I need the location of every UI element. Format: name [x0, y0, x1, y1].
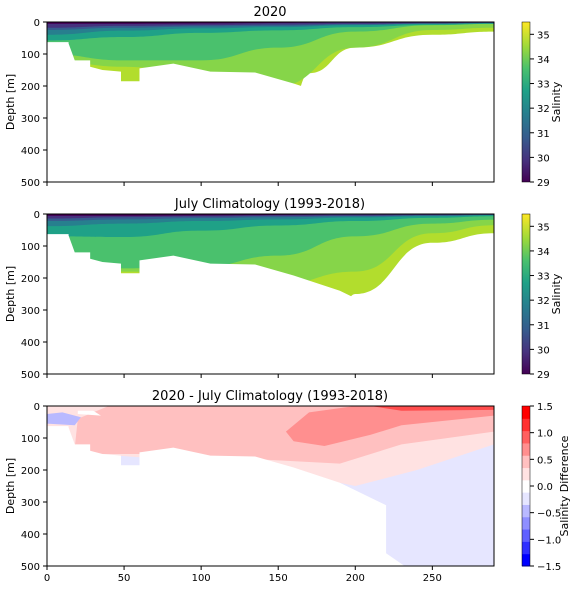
colorbar-step: [522, 516, 530, 530]
panel-july-climatology: July Climatology (1993-2018) 0 100 200 300 4…: [4, 197, 563, 381]
colorbar-step: [522, 529, 530, 542]
x-axis: [46, 182, 433, 186]
y-tick-label: 100: [21, 50, 40, 61]
y-axis: 0 100 200 300 400 500: [21, 210, 47, 381]
colorbar-ticks: 29 30 31 32 33 34 35: [530, 30, 550, 189]
colorbar-tick-label: 30: [537, 345, 550, 356]
x-tick-label: 250: [423, 573, 442, 584]
plot-frame: [46, 21, 495, 183]
colorbar-tick-label: −0.5: [537, 509, 561, 520]
colorbar-step: [522, 541, 530, 555]
colorbar-tick-label: 31: [537, 129, 550, 140]
y-tick-label: 300: [21, 306, 40, 317]
y-tick-label: 400: [21, 530, 40, 541]
x-tick-label: 200: [346, 573, 365, 584]
seabed-mask: [47, 42, 494, 182]
colorbar-tick-label: −1.0: [537, 535, 561, 546]
difference-band-3: [285, 406, 494, 446]
x-tick-label: 0: [44, 573, 50, 584]
x-axis: 0 50 100 150 200 250: [44, 566, 442, 584]
x-tick-label: 50: [118, 573, 131, 584]
x-axis: [46, 374, 433, 378]
difference-band-6: [77, 410, 101, 416]
salinity-field: [47, 22, 494, 182]
y-tick-label: 500: [21, 370, 40, 381]
colorbar-tick-label: 33: [537, 80, 550, 91]
y-axis-label: Depth [m]: [4, 74, 17, 130]
y-tick-label: 500: [21, 178, 40, 189]
colorbar-ticks: −1.5 −1.0 −0.5 0.0 0.5 1.0 1.5: [530, 402, 561, 573]
colorbar-tick-label: 29: [537, 370, 550, 381]
panel-2020: 2020 0 100 200 300 400 500 Depth [m] 29 30 31 32…: [4, 5, 563, 189]
y-tick-label: 200: [21, 466, 40, 477]
y-tick-label: 100: [21, 242, 40, 253]
difference-band-5: [47, 412, 81, 426]
colorbar-step: [522, 467, 530, 481]
colorbar-tick-label: 1.0: [537, 429, 553, 440]
y-tick-label: 0: [34, 210, 40, 221]
colorbar-tick-label: 0.0: [537, 482, 553, 493]
y-tick-label: 200: [21, 82, 40, 93]
y-tick-label: 0: [34, 18, 40, 29]
colorbar-tick-label: 33: [537, 272, 550, 283]
colorbar-label: Salinity Difference: [558, 435, 571, 536]
colorbar-label: Salinity: [550, 273, 563, 314]
colorbar-step: [522, 479, 530, 493]
x-tick-label: 150: [269, 573, 288, 584]
difference-field: [47, 406, 494, 566]
y-tick-label: 300: [21, 114, 40, 125]
colorbar: [521, 213, 531, 375]
y-tick-label: 200: [21, 274, 40, 285]
colorbar-tick-label: 34: [537, 55, 550, 66]
y-axis: 0 100 200 300 400 500: [21, 402, 47, 573]
colorbar-step: [522, 442, 530, 456]
colorbar-step: [522, 504, 530, 518]
colorbar: [522, 406, 530, 567]
seabed-mask: [47, 426, 494, 566]
colorbar-tick-label: 31: [537, 321, 550, 332]
colorbar-tick-label: 1.5: [537, 402, 553, 413]
colorbar-tick-label: 35: [537, 222, 550, 233]
colorbar-tick-label: 35: [537, 30, 550, 41]
y-axis: 0 100 200 300 400 500: [21, 18, 47, 189]
colorbar-step: [522, 430, 530, 444]
colorbar-label: Salinity: [550, 81, 563, 122]
y-tick-label: 400: [21, 338, 40, 349]
colorbar-step: [522, 406, 530, 419]
colorbar: [521, 21, 531, 183]
panel-title: 2020: [253, 5, 286, 20]
y-tick-label: 0: [34, 402, 40, 413]
y-tick-label: 300: [21, 498, 40, 509]
panel-title: 2020 - July Climatology (1993-2018): [152, 389, 388, 404]
colorbar-tick-label: 34: [537, 247, 550, 258]
seabed-mask: [47, 234, 494, 374]
difference-band-4: [370, 406, 494, 411]
plot-frame: [46, 405, 495, 567]
plot-frame: [46, 213, 495, 375]
y-axis-label: Depth [m]: [4, 266, 17, 322]
y-tick-label: 500: [21, 562, 40, 573]
colorbar-step: [522, 455, 530, 469]
y-tick-label: 100: [21, 434, 40, 445]
colorbar-step: [522, 418, 530, 432]
colorbar-tick-label: 30: [537, 153, 550, 164]
panel-title: July Climatology (1993-2018): [174, 197, 365, 212]
x-tick-label: 100: [192, 573, 211, 584]
panel-difference: 2020 - July Climatology (1993-2018) 0 100…: [4, 389, 571, 584]
y-axis-label: Depth [m]: [4, 458, 17, 514]
colorbar-tick-label: −1.5: [537, 562, 561, 573]
colorbar-tick-label: 0.5: [537, 455, 553, 466]
colorbar-tick-label: 29: [537, 178, 550, 189]
colorbar-ticks: 29 30 31 32 33 34 35: [530, 222, 550, 381]
colorbar-step: [522, 492, 530, 505]
salinity-field: [47, 214, 494, 374]
colorbar-tick-label: 32: [537, 104, 550, 115]
colorbar-tick-label: 32: [537, 296, 550, 307]
colorbar-step: [522, 553, 530, 567]
y-tick-label: 400: [21, 146, 40, 157]
